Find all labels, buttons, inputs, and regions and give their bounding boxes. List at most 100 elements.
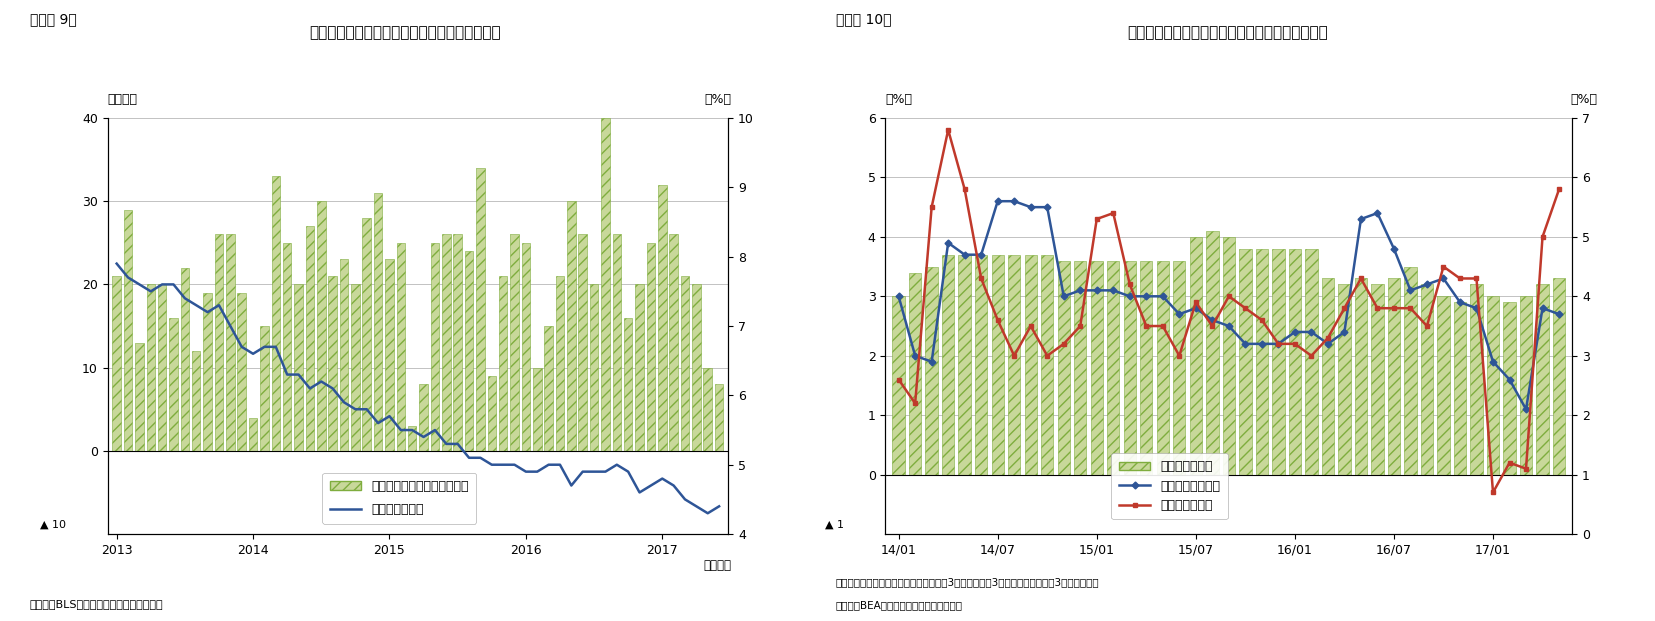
Bar: [521, 243, 530, 451]
Text: ▲ 1: ▲ 1: [826, 520, 844, 530]
Bar: [362, 218, 371, 451]
Text: （注）季調済、個人消費、可処分所得は3ヵ月移動平均3ヵ月前比、貯蓄率は3ヵ月移動平均: （注）季調済、個人消費、可処分所得は3ヵ月移動平均3ヵ月前比、貯蓄率は3ヵ月移動…: [836, 577, 1099, 587]
Bar: [669, 235, 679, 451]
Bar: [1437, 296, 1450, 474]
Bar: [636, 284, 644, 451]
Bar: [1355, 278, 1367, 474]
Bar: [1024, 255, 1038, 474]
Bar: [453, 235, 462, 451]
Bar: [1503, 302, 1516, 474]
Bar: [1306, 249, 1317, 474]
Bar: [374, 193, 382, 451]
Text: （月次）: （月次）: [703, 559, 732, 572]
Bar: [1091, 261, 1102, 474]
Bar: [248, 417, 257, 451]
Bar: [306, 226, 314, 451]
Bar: [339, 260, 348, 451]
Bar: [1157, 261, 1168, 474]
Bar: [465, 251, 473, 451]
Text: （%）: （%）: [705, 93, 732, 106]
Bar: [328, 276, 338, 451]
Bar: [113, 276, 121, 451]
Bar: [1041, 255, 1054, 474]
Text: （万人）: （万人）: [108, 93, 137, 106]
Bar: [659, 184, 667, 451]
Bar: [715, 384, 723, 451]
Bar: [892, 296, 905, 474]
Text: （図表 10）: （図表 10）: [836, 12, 892, 27]
Legend: 非農業部門雇用増（前月差）, 失業率（右軸）: 非農業部門雇用増（前月差）, 失業率（右軸）: [323, 473, 477, 524]
Bar: [1124, 261, 1135, 474]
Bar: [510, 235, 518, 451]
Bar: [397, 243, 405, 451]
Bar: [1074, 261, 1086, 474]
Bar: [1536, 284, 1549, 474]
Bar: [147, 284, 156, 451]
Bar: [647, 243, 655, 451]
Bar: [533, 368, 541, 451]
Bar: [407, 426, 417, 451]
Text: 個人消費支出、可処分所得および貯蓄率（実質）: 個人消費支出、可処分所得および貯蓄率（実質）: [1127, 25, 1329, 40]
Text: （図表 9）: （図表 9）: [30, 12, 76, 27]
Bar: [351, 284, 359, 451]
Bar: [488, 376, 496, 451]
Bar: [157, 284, 167, 451]
Bar: [260, 326, 268, 451]
Bar: [568, 201, 576, 451]
Bar: [192, 351, 200, 451]
Bar: [975, 255, 988, 474]
Bar: [624, 318, 632, 451]
Bar: [1289, 249, 1301, 474]
Bar: [942, 255, 955, 474]
Bar: [1389, 278, 1400, 474]
Bar: [692, 284, 700, 451]
Bar: [295, 284, 303, 451]
Bar: [1173, 261, 1185, 474]
Bar: [680, 276, 688, 451]
Bar: [237, 292, 247, 451]
Bar: [271, 176, 280, 451]
Bar: [544, 326, 553, 451]
Bar: [442, 235, 450, 451]
Bar: [925, 266, 938, 474]
Bar: [1273, 249, 1284, 474]
Bar: [579, 235, 588, 451]
Bar: [1058, 261, 1069, 474]
Bar: [215, 235, 223, 451]
Bar: [909, 273, 922, 474]
Text: （資料）BLSよりニッセイ基礎研究所作成: （資料）BLSよりニッセイ基礎研究所作成: [30, 599, 164, 609]
Bar: [958, 255, 971, 474]
Bar: [477, 168, 485, 451]
Bar: [601, 118, 609, 451]
Bar: [386, 260, 394, 451]
Bar: [1107, 261, 1119, 474]
Bar: [1240, 249, 1251, 474]
Text: （%）: （%）: [885, 93, 912, 106]
Legend: 貯蓄率（右軸）, 実質個人消費支出, 実質可処分所得: 貯蓄率（右軸）, 実質個人消費支出, 実質可処分所得: [1112, 453, 1228, 520]
Bar: [1223, 237, 1235, 474]
Bar: [1008, 255, 1021, 474]
Bar: [1453, 302, 1466, 474]
Bar: [1190, 237, 1202, 474]
Bar: [136, 343, 144, 451]
Bar: [556, 276, 564, 451]
Bar: [1322, 278, 1334, 474]
Bar: [318, 201, 326, 451]
Bar: [419, 384, 429, 451]
Bar: [1470, 284, 1483, 474]
Text: （資料）BEAよりニッセイ基礎研究所作成: （資料）BEAよりニッセイ基礎研究所作成: [836, 600, 963, 610]
Bar: [1420, 284, 1433, 474]
Bar: [1519, 296, 1533, 474]
Bar: [180, 268, 189, 451]
Bar: [1372, 284, 1384, 474]
Bar: [1403, 266, 1417, 474]
Bar: [430, 243, 439, 451]
Bar: [1256, 249, 1268, 474]
Bar: [227, 235, 235, 451]
Text: （%）: （%）: [1571, 93, 1597, 106]
Bar: [283, 243, 291, 451]
Bar: [124, 209, 132, 451]
Bar: [498, 276, 508, 451]
Bar: [1552, 278, 1566, 474]
Bar: [1206, 231, 1218, 474]
